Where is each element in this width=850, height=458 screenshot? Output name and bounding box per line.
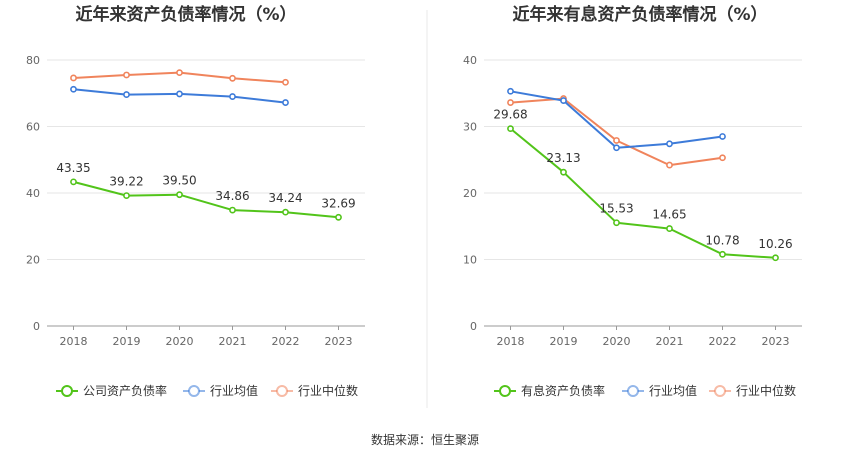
data-label: 39.50 [162, 174, 196, 188]
x-tick-label: 2018 [60, 335, 88, 348]
legend-marker [627, 385, 639, 397]
data-point [613, 219, 620, 227]
data-point [507, 125, 514, 133]
data-point [229, 74, 236, 82]
series-line [509, 127, 776, 259]
x-tick-label: 2018 [497, 335, 525, 348]
x-tick-label: 2021 [219, 335, 247, 348]
y-tick-label: 10 [463, 254, 477, 267]
y-tick-label: 60 [26, 121, 40, 134]
data-point [772, 254, 779, 262]
data-label: 34.24 [268, 191, 302, 205]
data-point [719, 133, 726, 140]
data-point [176, 69, 183, 77]
chart-panel-interest-debt-ratio: 近年来有息资产负债率情况（%） 0 10 20 30 40 2018 2019 2020 2021… [463, 4, 802, 398]
data-label: 39.22 [109, 175, 143, 189]
data-point [123, 192, 130, 199]
data-point [70, 178, 77, 186]
legend-marker [188, 385, 200, 397]
data-point [176, 90, 183, 98]
data-point [123, 91, 130, 98]
data-point [229, 93, 236, 100]
data-point [666, 225, 673, 232]
data-point [560, 97, 567, 104]
data-point [123, 71, 130, 79]
y-tick-label: 20 [26, 254, 40, 267]
data-point [719, 250, 726, 258]
data-point [666, 161, 673, 169]
data-label: 23.13 [546, 151, 580, 165]
y-tick-label: 0 [470, 320, 477, 333]
chart-title: 近年来资产负债率情况（%） [75, 4, 296, 25]
data-point [70, 74, 77, 82]
y-tick-label: 80 [26, 54, 40, 67]
data-label: 15.53 [599, 202, 633, 216]
legend-marker [276, 385, 288, 397]
legend-label: 行业均值 [649, 383, 697, 398]
y-tick-label: 0 [33, 320, 40, 333]
series-line [73, 180, 339, 219]
data-point [719, 154, 726, 162]
data-point [613, 137, 620, 144]
x-tick-label: 2020 [603, 335, 631, 348]
data-label: 43.35 [56, 161, 90, 175]
x-tick-label: 2019 [113, 335, 141, 348]
data-point [229, 206, 236, 214]
y-tick-label: 40 [26, 187, 40, 200]
x-tick-label: 2022 [709, 335, 737, 348]
chart-panel-debt-ratio: 近年来资产负债率情况（%） 0 20 40 60 80 2018 2019 2020 2021 20… [26, 4, 365, 398]
y-tick-label: 40 [463, 54, 477, 67]
legend-label: 有息资产负债率 [521, 383, 605, 398]
data-point [507, 87, 514, 95]
legend-marker [499, 385, 511, 397]
data-point [560, 168, 567, 176]
legend-marker [61, 385, 73, 397]
data-point [282, 99, 289, 106]
legend-label: 公司资产负债率 [83, 383, 167, 398]
x-tick-label: 2021 [656, 335, 684, 348]
data-point [282, 208, 289, 216]
x-tick-label: 2019 [550, 335, 578, 348]
x-tick-label: 2023 [762, 335, 790, 348]
data-label: 32.69 [321, 196, 355, 210]
x-tick-label: 2022 [272, 335, 300, 348]
x-tick-label: 2020 [166, 335, 194, 348]
data-source: 数据来源：恒生聚源 [371, 432, 479, 447]
chart-title: 近年来有息资产负债率情况（%） [512, 4, 767, 25]
legend-label: 行业中位数 [298, 383, 358, 398]
legend-label: 行业中位数 [736, 383, 796, 398]
data-point [666, 140, 673, 148]
data-point [176, 191, 183, 199]
data-point [282, 78, 289, 86]
data-label: 14.65 [652, 208, 686, 222]
y-tick-label: 20 [463, 187, 477, 200]
data-label: 10.26 [758, 237, 792, 251]
data-point [335, 213, 342, 221]
data-point [70, 85, 77, 93]
data-point [507, 99, 514, 106]
data-point [613, 144, 620, 152]
legend-label: 行业均值 [210, 383, 258, 398]
y-tick-label: 30 [463, 121, 477, 134]
data-label: 29.68 [493, 108, 527, 122]
data-label: 34.86 [215, 189, 249, 203]
legend-marker [714, 385, 726, 397]
data-label: 10.78 [705, 233, 739, 247]
x-tick-label: 2023 [325, 335, 353, 348]
